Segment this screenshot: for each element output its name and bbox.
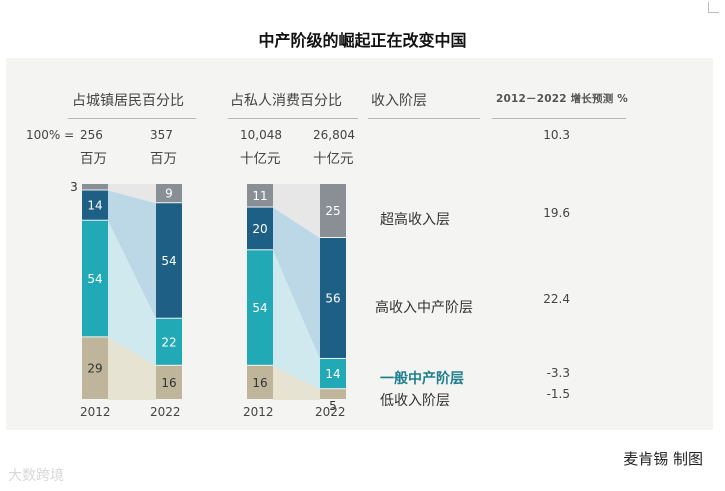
layer-label-low: 低收入阶层 bbox=[380, 393, 450, 409]
bar-value-label: 5 bbox=[329, 399, 337, 413]
connector-band bbox=[108, 337, 156, 400]
connector-band bbox=[273, 207, 320, 359]
year-label: 2022 bbox=[315, 405, 346, 419]
bar-value-label: 16 bbox=[161, 376, 176, 390]
cons-2022-unit: 十亿元 bbox=[313, 151, 354, 167]
total-growth: 10.3 bbox=[543, 128, 570, 142]
credit: 麦肯锡 制图 bbox=[623, 450, 703, 468]
total-prefix: 100% = bbox=[26, 128, 75, 142]
connector-band bbox=[108, 220, 156, 366]
bar-value-label: 16 bbox=[252, 376, 267, 390]
cons-2012-unit: 十亿元 bbox=[240, 151, 281, 167]
year-label: 2022 bbox=[150, 405, 181, 419]
bar-value-label: 54 bbox=[87, 272, 102, 286]
bar-segment bbox=[156, 365, 182, 399]
bar-value-label: 25 bbox=[325, 204, 340, 218]
pop-2022-total: 357 bbox=[150, 128, 173, 142]
header-rule bbox=[68, 118, 196, 119]
bar-segment bbox=[156, 184, 182, 203]
bar-value-label: 14 bbox=[325, 367, 340, 381]
header-population: 占城镇居民百分比 bbox=[72, 93, 184, 109]
header-income-level: 收入阶层 bbox=[371, 93, 427, 109]
bar-value-label: 11 bbox=[252, 189, 267, 203]
pop-2022-unit: 百万 bbox=[150, 151, 177, 167]
layer-label-mass-middle: 一般中产阶层 bbox=[380, 371, 464, 387]
pop-2012-total: 256 bbox=[80, 128, 103, 142]
bar-segment bbox=[82, 190, 108, 220]
connector-band bbox=[273, 184, 320, 238]
bar-value-label: 56 bbox=[325, 291, 340, 305]
growth-mass-middle: -3.3 bbox=[546, 366, 570, 380]
bar-value-label: 9 bbox=[165, 187, 173, 201]
bar-segment bbox=[156, 203, 182, 318]
bar-segment bbox=[82, 184, 108, 190]
bar-segment bbox=[82, 337, 108, 399]
layer-label-high-middle: 高收入中产阶层 bbox=[375, 300, 473, 316]
watermark-text: 大数跨境 bbox=[8, 468, 64, 484]
growth-low: -1.5 bbox=[546, 387, 570, 401]
bar-value-label: 20 bbox=[252, 222, 267, 236]
year-label: 2012 bbox=[243, 405, 274, 419]
connector-band bbox=[273, 250, 320, 390]
bar-segment bbox=[247, 365, 273, 399]
cons-2022-total: 26,804 bbox=[313, 128, 355, 142]
bar-segment bbox=[247, 250, 273, 365]
bar-segment bbox=[320, 184, 346, 237]
growth-high-middle: 22.4 bbox=[543, 292, 570, 306]
growth-super-high: 19.6 bbox=[543, 206, 570, 220]
bar-value-label: 22 bbox=[161, 335, 176, 349]
connector-band bbox=[108, 184, 156, 204]
pop-2012-unit: 百万 bbox=[80, 151, 107, 167]
connector-band bbox=[273, 365, 320, 400]
cons-2012-total: 10,048 bbox=[240, 128, 282, 142]
bar-value-label: 14 bbox=[87, 199, 102, 213]
year-label: 2012 bbox=[80, 405, 111, 419]
bar-value-label: 3 bbox=[70, 180, 78, 194]
header-growth: 2012－2022 增长预测 % bbox=[496, 93, 628, 105]
bar-segment bbox=[247, 184, 273, 207]
bar-value-label: 54 bbox=[252, 301, 267, 315]
bar-segment bbox=[320, 238, 346, 358]
bar-segment bbox=[320, 389, 346, 399]
bar-segment bbox=[156, 318, 182, 365]
bar-segment bbox=[82, 220, 108, 337]
header-rule bbox=[228, 118, 358, 119]
connector-band bbox=[108, 190, 156, 319]
layer-label-super-high: 超高收入层 bbox=[380, 212, 450, 228]
bar-value-label: 54 bbox=[161, 254, 176, 268]
corner-mark bbox=[708, 2, 719, 13]
chart-title: 中产阶级的崛起正在改变中国 bbox=[258, 31, 467, 50]
header-rule bbox=[368, 118, 480, 119]
header-consumption: 占私人消费百分比 bbox=[230, 93, 342, 109]
bar-segment bbox=[320, 358, 346, 389]
bar-value-label: 29 bbox=[87, 362, 102, 376]
header-rule bbox=[492, 118, 626, 119]
bar-segment bbox=[247, 207, 273, 250]
